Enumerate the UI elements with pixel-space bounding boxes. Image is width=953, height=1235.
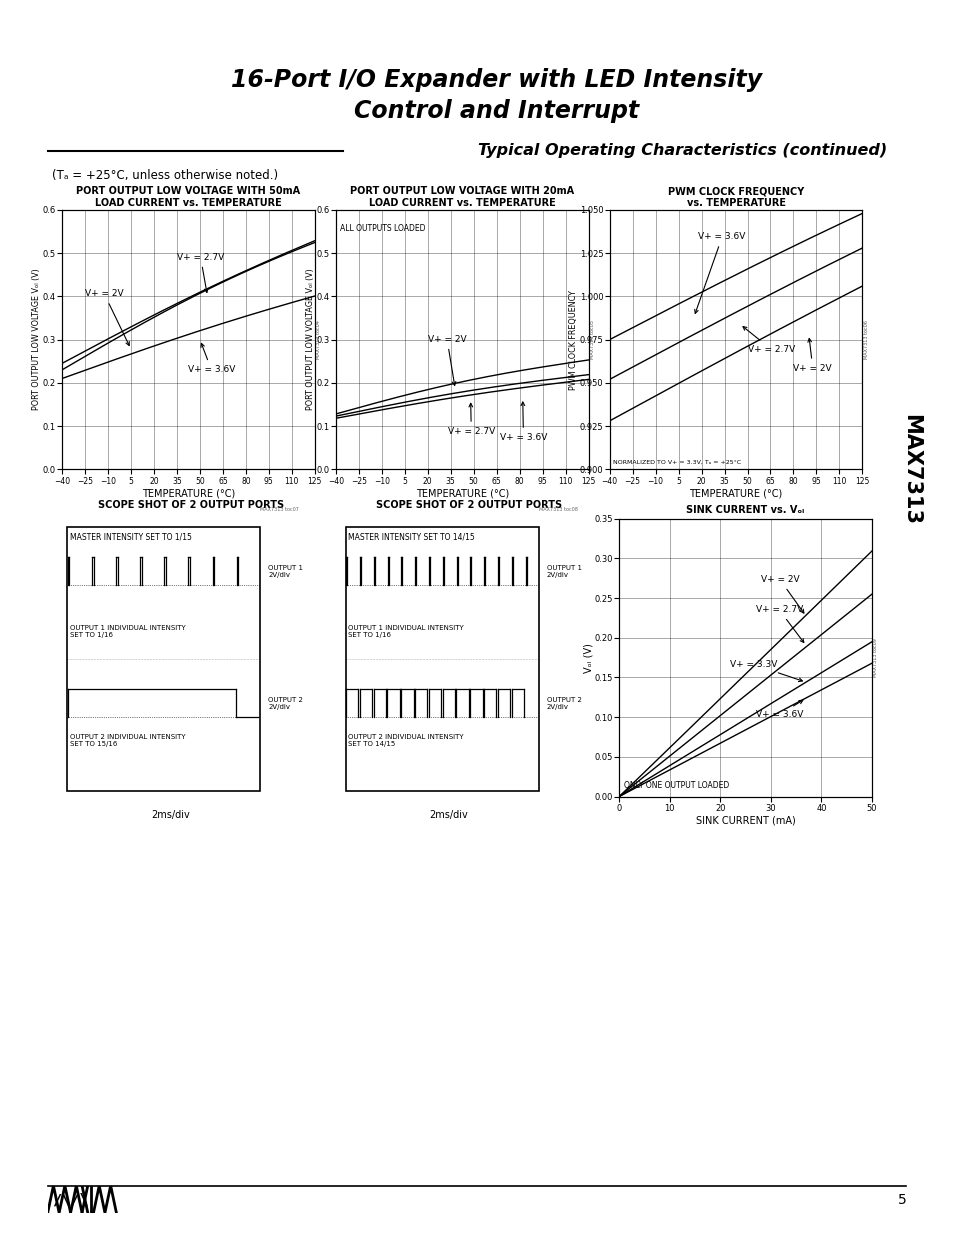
- Y-axis label: PORT OUTPUT LOW VOLTAGE Vₒₗ (V): PORT OUTPUT LOW VOLTAGE Vₒₗ (V): [306, 269, 314, 410]
- Text: SCOPE SHOT OF 2 OUTPUT PORTS: SCOPE SHOT OF 2 OUTPUT PORTS: [97, 500, 284, 510]
- Text: V+ = 2.7V: V+ = 2.7V: [176, 253, 224, 293]
- Text: NORMALIZED TO V+ = 3.3V, Tₐ = +25°C: NORMALIZED TO V+ = 3.3V, Tₐ = +25°C: [612, 459, 740, 466]
- Text: MAX7313 toc08: MAX7313 toc08: [538, 506, 578, 511]
- Text: OUTPUT 2
2V/div: OUTPUT 2 2V/div: [546, 697, 581, 710]
- Text: V+ = 3.6V: V+ = 3.6V: [694, 232, 745, 314]
- Text: MAX7313 toc07: MAX7313 toc07: [260, 506, 299, 511]
- Y-axis label: MAX7313 toc04: MAX7313 toc04: [315, 320, 321, 359]
- Text: V+ = 2.7V: V+ = 2.7V: [447, 404, 495, 436]
- X-axis label: TEMPERATURE (°C): TEMPERATURE (°C): [689, 489, 781, 499]
- Text: Typical Operating Characteristics (continued): Typical Operating Characteristics (conti…: [477, 143, 886, 158]
- Y-axis label: PORT OUTPUT LOW VOLTAGE Vₒₗ (V): PORT OUTPUT LOW VOLTAGE Vₒₗ (V): [32, 269, 41, 410]
- Text: MASTER INTENSITY SET TO 1/15: MASTER INTENSITY SET TO 1/15: [70, 532, 192, 542]
- Text: V+ = 2V: V+ = 2V: [793, 338, 831, 373]
- Text: ∕\∕\: ∕\∕\: [52, 1193, 89, 1208]
- X-axis label: TEMPERATURE (°C): TEMPERATURE (°C): [416, 489, 508, 499]
- Text: 16-Port I/O Expander with LED Intensity: 16-Port I/O Expander with LED Intensity: [231, 68, 760, 93]
- Text: SCOPE SHOT OF 2 OUTPUT PORTS: SCOPE SHOT OF 2 OUTPUT PORTS: [375, 500, 562, 510]
- Text: 2ms/div: 2ms/div: [151, 810, 190, 820]
- Text: 2ms/div: 2ms/div: [429, 810, 468, 820]
- Text: MAX7313: MAX7313: [901, 414, 920, 525]
- Y-axis label: Vₒₗ (V): Vₒₗ (V): [582, 642, 593, 673]
- Text: OUTPUT 1 INDIVIDUAL INTENSITY
SET TO 1/16: OUTPUT 1 INDIVIDUAL INTENSITY SET TO 1/1…: [348, 625, 463, 637]
- Y-axis label: MAX7313 toc09: MAX7313 toc09: [872, 638, 878, 677]
- X-axis label: SINK CURRENT (mA): SINK CURRENT (mA): [695, 816, 795, 826]
- Text: ALL OUTPUTS LOADED: ALL OUTPUTS LOADED: [340, 224, 425, 232]
- Bar: [67, 527, 260, 792]
- Text: OUTPUT 1 INDIVIDUAL INTENSITY
SET TO 1/16: OUTPUT 1 INDIVIDUAL INTENSITY SET TO 1/1…: [70, 625, 185, 637]
- Text: OUTPUT 2
2V/div: OUTPUT 2 2V/div: [268, 697, 303, 710]
- Text: (Tₐ = +25°C, unless otherwise noted.): (Tₐ = +25°C, unless otherwise noted.): [52, 169, 278, 182]
- Text: OUTPUT 1
2V/div: OUTPUT 1 2V/div: [268, 564, 303, 578]
- Text: ONLY ONE OUTPUT LOADED: ONLY ONE OUTPUT LOADED: [623, 782, 729, 790]
- X-axis label: TEMPERATURE (°C): TEMPERATURE (°C): [142, 489, 234, 499]
- Text: OUTPUT 2 INDIVIDUAL INTENSITY
SET TO 15/16: OUTPUT 2 INDIVIDUAL INTENSITY SET TO 15/…: [70, 735, 185, 747]
- Title: SINK CURRENT vs. Vₒₗ: SINK CURRENT vs. Vₒₗ: [686, 505, 803, 515]
- Text: V+ = 2V: V+ = 2V: [427, 335, 466, 385]
- Text: V+ = 2.7V: V+ = 2.7V: [755, 605, 803, 642]
- Text: OUTPUT 1
2V/div: OUTPUT 1 2V/div: [546, 564, 581, 578]
- Text: V+ = 3.3V: V+ = 3.3V: [730, 661, 801, 682]
- Text: V+ = 3.6V: V+ = 3.6V: [188, 343, 234, 374]
- Text: V+ = 2.7V: V+ = 2.7V: [742, 326, 794, 353]
- Title: PORT OUTPUT LOW VOLTAGE WITH 20mA
LOAD CURRENT vs. TEMPERATURE: PORT OUTPUT LOW VOLTAGE WITH 20mA LOAD C…: [350, 186, 574, 207]
- Title: PWM CLOCK FREQUENCY
vs. TEMPERATURE: PWM CLOCK FREQUENCY vs. TEMPERATURE: [667, 186, 803, 207]
- Title: PORT OUTPUT LOW VOLTAGE WITH 50mA
LOAD CURRENT vs. TEMPERATURE: PORT OUTPUT LOW VOLTAGE WITH 50mA LOAD C…: [76, 186, 300, 207]
- Bar: [345, 527, 538, 792]
- Text: V+ = 3.6V: V+ = 3.6V: [755, 700, 802, 719]
- Text: V+ = 3.6V: V+ = 3.6V: [499, 403, 547, 442]
- Text: 5: 5: [897, 1193, 905, 1208]
- Y-axis label: PWM CLOCK FREQUENCY: PWM CLOCK FREQUENCY: [569, 290, 578, 389]
- Text: OUTPUT 2 INDIVIDUAL INTENSITY
SET TO 14/15: OUTPUT 2 INDIVIDUAL INTENSITY SET TO 14/…: [348, 735, 463, 747]
- Text: Control and Interrupt: Control and Interrupt: [354, 99, 638, 124]
- Text: V+ = 2V: V+ = 2V: [760, 576, 803, 613]
- Text: MASTER INTENSITY SET TO 14/15: MASTER INTENSITY SET TO 14/15: [348, 532, 475, 542]
- Text: V+ = 2V: V+ = 2V: [85, 289, 130, 346]
- Y-axis label: MAX7313 toc06: MAX7313 toc06: [862, 320, 868, 359]
- Y-axis label: MAX7313 toc05: MAX7313 toc05: [589, 320, 595, 359]
